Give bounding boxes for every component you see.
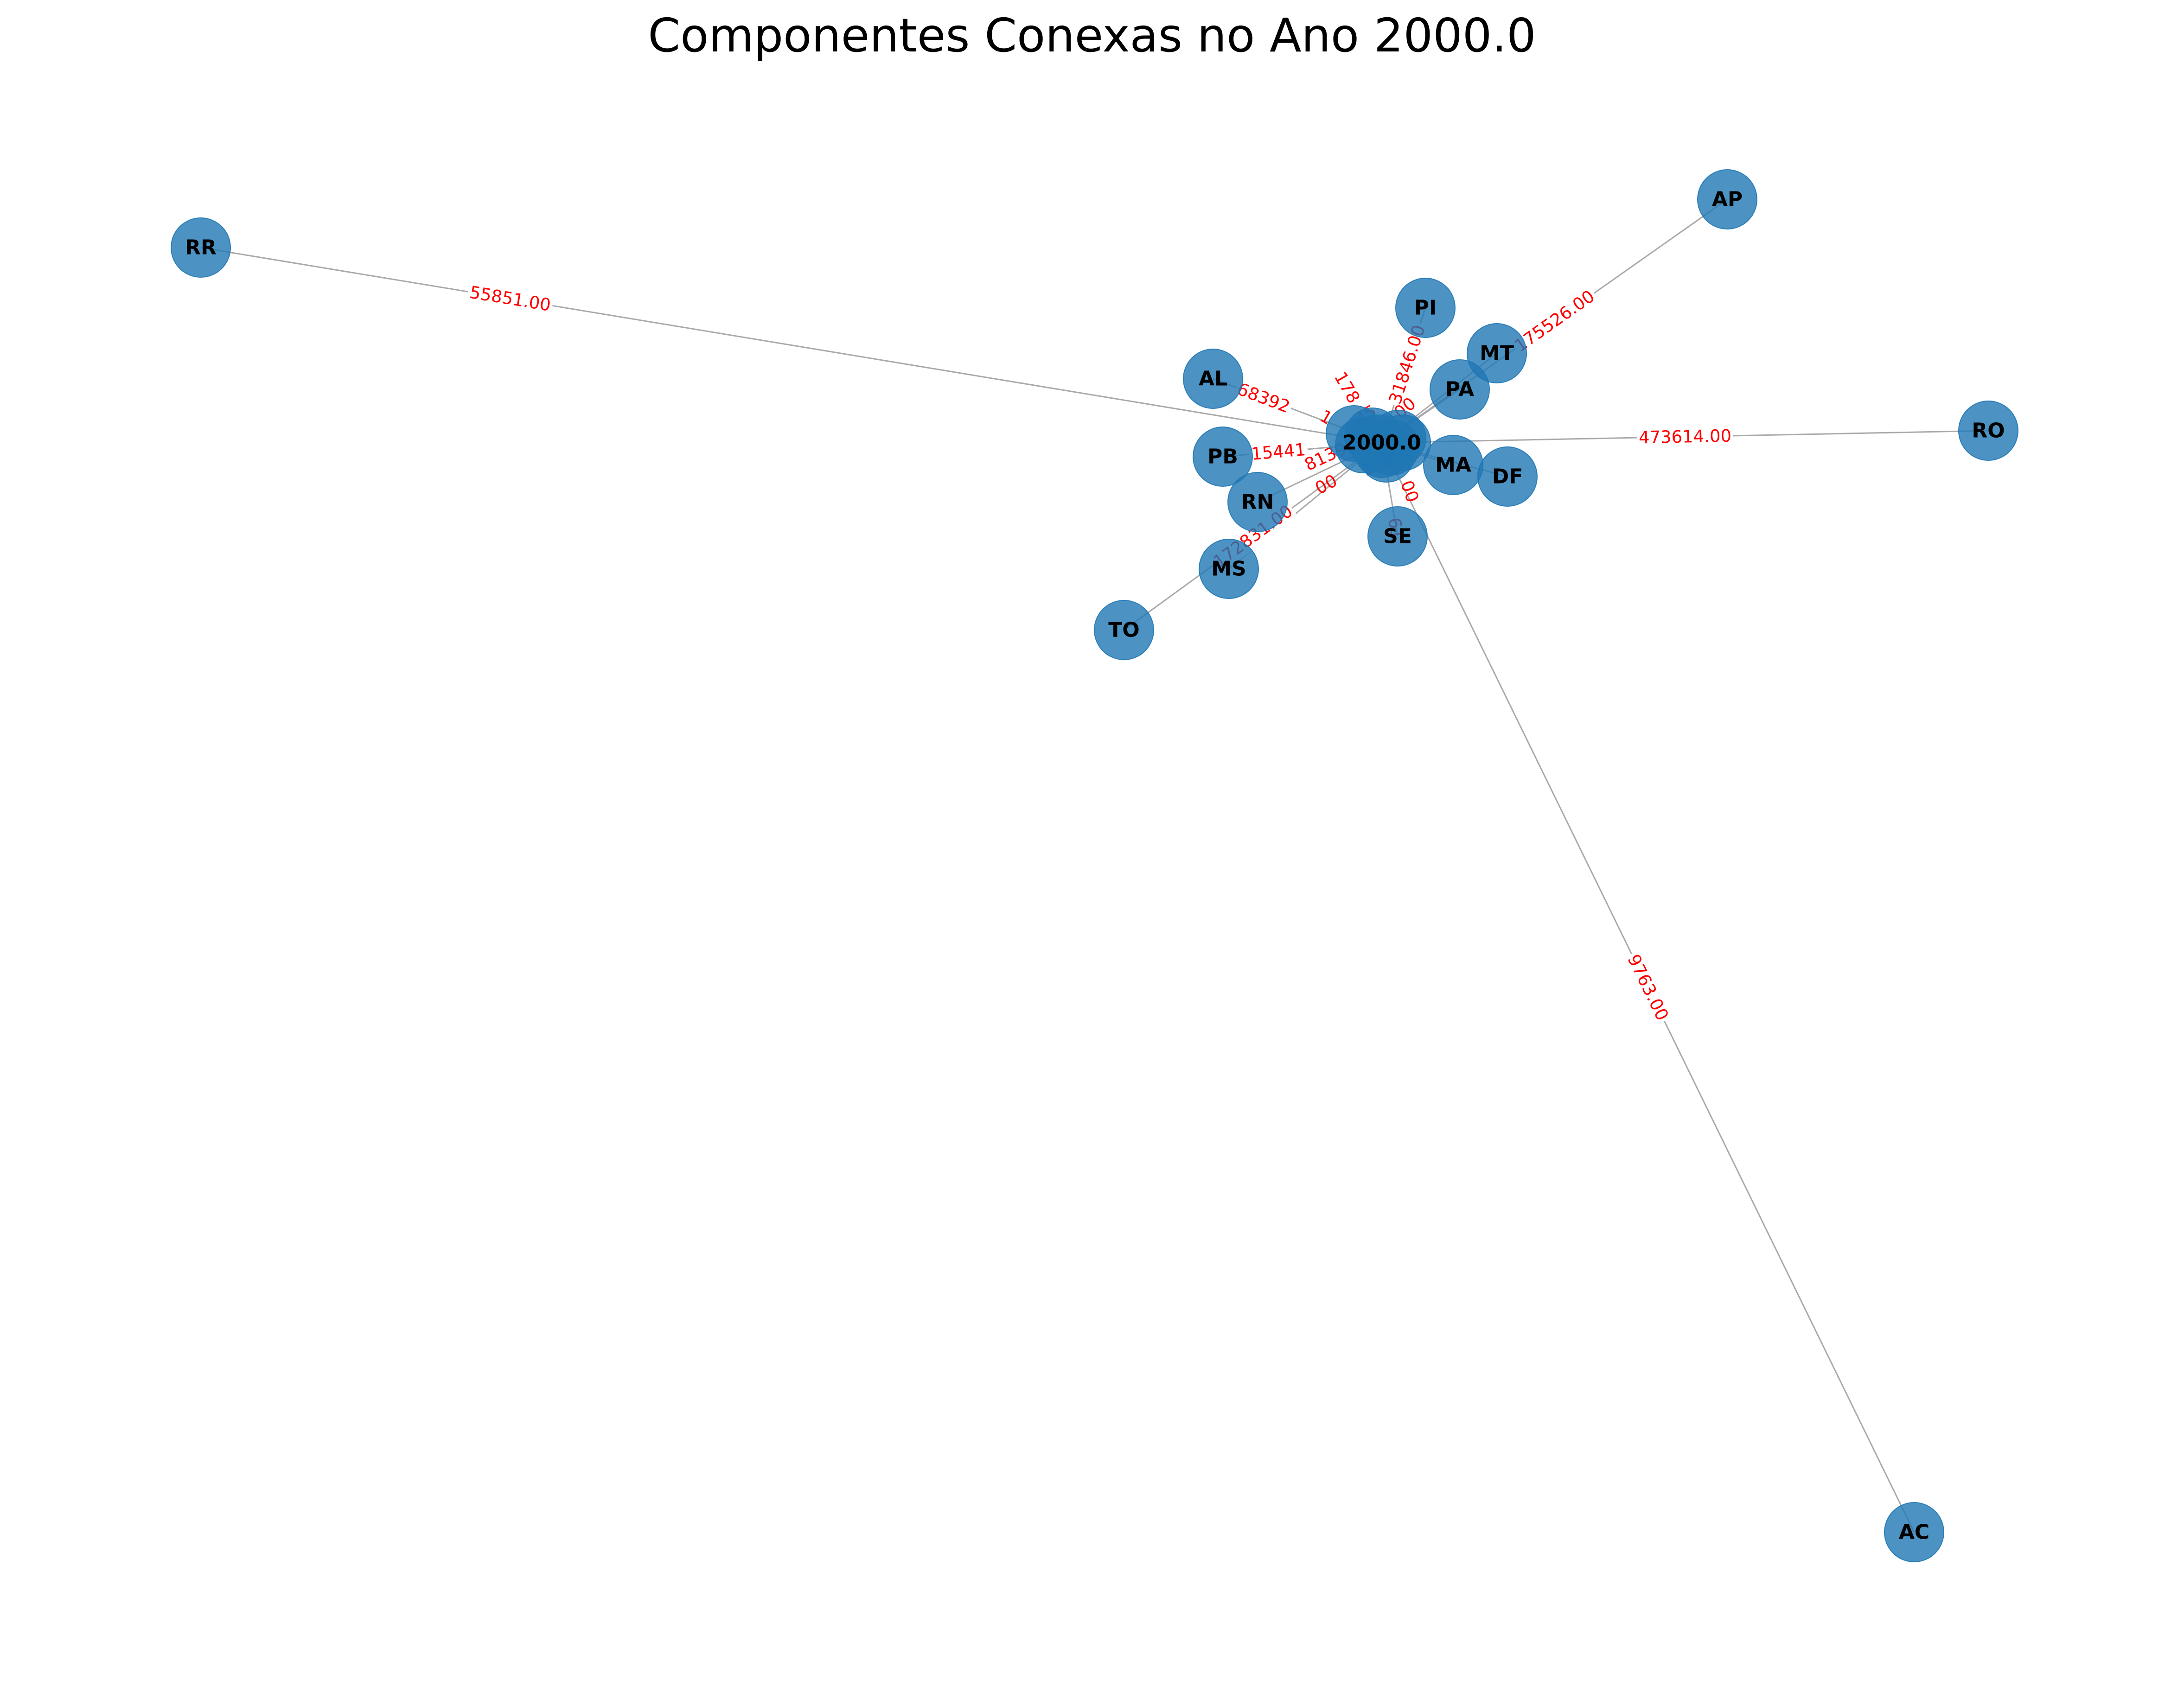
node-label: MT [1480, 342, 1514, 365]
node-se[interactable]: SE [1367, 506, 1428, 567]
edge-label-pb: 15441 [1248, 438, 1309, 465]
node-ms[interactable]: MS [1199, 539, 1259, 599]
edge-label-text: 55851.00 [468, 282, 552, 315]
node-ap[interactable]: AP [1697, 169, 1757, 229]
edge-label-rr: 55851.00 [466, 281, 555, 317]
edge-label-ac: 9763.00 [1622, 949, 1674, 1026]
node-circle[interactable] [1183, 349, 1243, 409]
node-circle[interactable] [1467, 323, 1527, 383]
node-to[interactable]: TO [1094, 600, 1154, 660]
hub-node-cluster[interactable]: 2000.0 [1326, 405, 1431, 483]
node-label: DF [1492, 465, 1523, 489]
node-al[interactable]: AL [1183, 349, 1243, 409]
node-circle[interactable] [1199, 539, 1259, 599]
node-label: RO [1972, 419, 2005, 443]
node-label: AP [1712, 188, 1743, 211]
edges-layer [200, 198, 1989, 1533]
node-label: AC [1899, 1521, 1929, 1544]
node-label: AL [1199, 367, 1227, 391]
hub-node-label: 2000.0 [1342, 431, 1421, 455]
edge-label-text: 9763.00 [1623, 951, 1673, 1024]
edge-rr-to-hub [200, 247, 1382, 444]
node-label: MA [1435, 453, 1471, 477]
node-pa[interactable]: PA [1430, 359, 1490, 420]
node-ac[interactable]: AC [1884, 1502, 1944, 1562]
node-circle[interactable] [171, 217, 231, 278]
edge-label-text: 15441 [1251, 439, 1307, 464]
node-circle[interactable] [1958, 401, 2018, 461]
node-label: PI [1414, 296, 1437, 320]
edge-label-text: 473614.00 [1639, 426, 1732, 448]
node-circle[interactable] [1477, 446, 1538, 507]
node-circle[interactable] [1227, 472, 1288, 532]
node-rn[interactable]: RN [1227, 472, 1288, 532]
node-circle[interactable] [1367, 506, 1428, 567]
node-circle[interactable] [1430, 359, 1490, 420]
node-label: RR [185, 236, 217, 260]
edge-labels-layer: 55851.00 175526.00473614.009763.00172831.… [466, 281, 1734, 1026]
node-circle[interactable] [1884, 1502, 1944, 1562]
chart-title: Componentes Conexas no Ano 2000.0 [648, 8, 1536, 63]
node-circle[interactable] [1193, 427, 1253, 487]
node-mt[interactable]: MT [1467, 323, 1527, 383]
node-label: SE [1383, 525, 1412, 548]
overlapping-edge-label: 178 [1330, 369, 1364, 407]
node-label: MS [1211, 557, 1246, 581]
node-circle[interactable] [1697, 169, 1757, 229]
node-label: PA [1445, 378, 1474, 401]
node-ma[interactable]: MA [1423, 435, 1483, 495]
node-rr[interactable]: RR [171, 217, 231, 278]
node-ro[interactable]: RO [1958, 401, 2018, 461]
node-pi[interactable]: PI [1395, 278, 1456, 338]
hub-node[interactable] [1354, 421, 1410, 478]
node-circle[interactable] [1395, 278, 1456, 338]
node-label: PB [1207, 445, 1238, 469]
node-pb[interactable]: PB [1193, 427, 1253, 487]
nodes-layer: 2000.0 RR AP PI MT AL PA RO PB MA DF RN SE MS TO AC [171, 169, 2018, 1562]
edge-label-ro: 473614.00 [1636, 425, 1734, 449]
edge-label-text: 68392 [1235, 379, 1293, 417]
node-circle[interactable] [1094, 600, 1154, 660]
node-df[interactable]: DF [1477, 446, 1538, 507]
node-label: RN [1241, 490, 1274, 514]
node-label: TO [1108, 618, 1139, 642]
